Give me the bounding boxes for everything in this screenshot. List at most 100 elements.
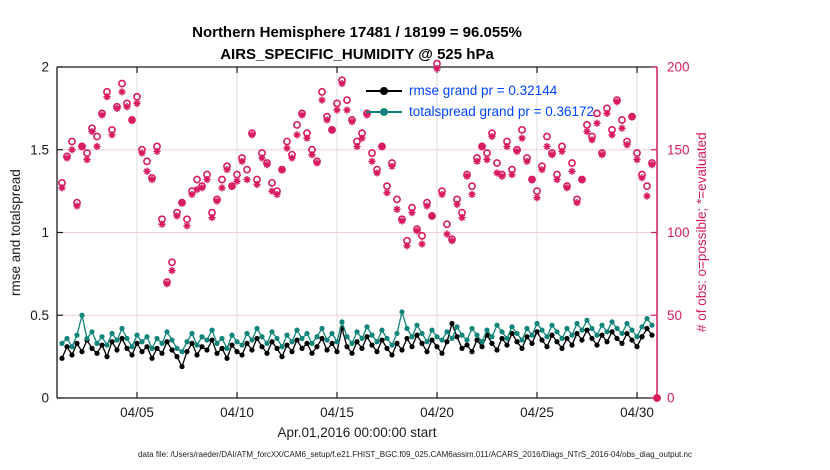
rmse-point: [159, 350, 165, 356]
totalspread-point: [524, 325, 530, 332]
x-tick-label: 04/25: [520, 405, 554, 420]
totalspread-point: [624, 320, 630, 327]
rmse-point: [184, 349, 190, 355]
obs-evaluated-marker: [443, 230, 451, 238]
rmse-point: [199, 344, 205, 350]
rmse-point: [489, 340, 495, 346]
obs-possible-marker: [393, 195, 401, 204]
rmse-point: [244, 340, 250, 346]
totalspread-point: [499, 329, 505, 335]
totalspread-point: [534, 320, 540, 327]
y-right-tick-label: 200: [667, 60, 690, 75]
obs-evaluated-marker: [143, 167, 151, 175]
obs-evaluated-marker: [328, 126, 336, 134]
totalspread-point: [169, 337, 175, 343]
totalspread-point: [454, 324, 460, 330]
obs-evaluated-marker: [498, 172, 506, 180]
obs-possible-marker: [418, 231, 426, 240]
totalspread-point: [154, 335, 160, 342]
obs-evaluated-marker: [373, 169, 381, 177]
obs-evaluated-marker: [613, 98, 621, 106]
obs-evaluated-marker: [213, 197, 221, 205]
obs-possible-marker: [183, 215, 191, 224]
totalspread-point: [184, 339, 190, 345]
totalspread-point: [99, 334, 105, 340]
totalspread-point: [459, 332, 465, 338]
obs-evaluated-marker: [278, 166, 286, 174]
rmse-point: [609, 329, 615, 335]
totalspread-point: [489, 334, 495, 340]
totalspread-point: [599, 322, 605, 328]
obs-evaluated-marker: [563, 184, 571, 192]
y-right-axis-label: # of obs: o=possible; *=evaluated: [694, 132, 709, 333]
obs-possible-marker: [318, 87, 326, 96]
rmse-point: [524, 334, 530, 340]
obs-evaluated-marker: [438, 190, 446, 199]
rmse-point: [139, 349, 145, 355]
rmse-point: [94, 350, 100, 356]
obs-possible-marker: [218, 175, 226, 184]
obs-evaluated-marker: [468, 190, 476, 199]
totalspread-point: [399, 309, 405, 315]
rmse-point: [439, 350, 445, 356]
obs-evaluated-marker: [123, 103, 131, 111]
obs-evaluated-marker: [433, 65, 441, 73]
obs-evaluated-marker: [183, 222, 191, 230]
obs-evaluated-marker: [623, 141, 631, 149]
obs-possible-marker: [618, 116, 626, 124]
obs-evaluated-marker: [353, 142, 361, 151]
obs-evaluated-marker: [253, 180, 261, 189]
obs-evaluated-marker: [223, 166, 231, 174]
totalspread-point: [354, 329, 360, 335]
x-tick-label: 04/20: [420, 405, 454, 420]
totalspread-point: [494, 322, 500, 328]
obs-evaluated-marker: [68, 146, 76, 154]
obs-possible-marker: [368, 149, 376, 157]
rmse-point: [454, 334, 460, 340]
obs-evaluated-marker: [128, 116, 136, 124]
obs-evaluated-marker: [158, 220, 166, 228]
totalspread-point: [234, 339, 240, 345]
obs-evaluated-marker: [383, 189, 391, 197]
obs-evaluated-marker: [603, 109, 611, 117]
obs-evaluated-marker: [653, 394, 661, 402]
obs-possible-marker: [243, 165, 251, 174]
rmse-point: [144, 344, 150, 350]
totalspread-point: [519, 337, 525, 343]
obs-possible-marker: [68, 137, 76, 146]
rmse-point: [249, 347, 255, 353]
legend-label-totalspread: totalspread grand pr = 0.36172: [409, 104, 595, 119]
rmse-point: [584, 327, 590, 333]
rmse-point: [404, 335, 410, 342]
rmse-point: [254, 335, 260, 342]
totalspread-point: [564, 325, 570, 332]
rmse-point: [109, 339, 115, 345]
obs-evaluated-marker: [298, 111, 306, 119]
totalspread-point: [214, 340, 220, 346]
totalspread-point: [284, 332, 290, 338]
rmse-point: [599, 332, 605, 338]
rmse-point: [564, 335, 570, 342]
totalspread-point: [594, 332, 600, 338]
rmse-point: [644, 325, 650, 332]
obs-evaluated-marker: [338, 79, 346, 88]
obs-evaluated-marker: [608, 131, 616, 139]
totalspread-point: [124, 335, 130, 342]
totalspread-point: [319, 325, 325, 332]
rmse-point: [359, 345, 365, 351]
obs-evaluated-marker: [243, 175, 251, 184]
rmse-point: [479, 344, 485, 350]
totalspread-point: [464, 337, 470, 343]
obs-evaluated-marker: [348, 118, 356, 126]
obs-evaluated-marker: [548, 151, 556, 159]
totalspread-point: [59, 340, 65, 346]
obs-evaluated-marker: [238, 157, 246, 165]
obs-possible-marker: [518, 125, 526, 134]
obs-evaluated-marker: [58, 184, 66, 192]
obs-evaluated-marker: [333, 106, 341, 114]
totalspread-point: [149, 345, 155, 351]
obs-evaluated-marker: [453, 200, 461, 208]
totalspread-point: [299, 335, 305, 342]
obs-evaluated-marker: [533, 194, 541, 202]
rmse-point: [429, 337, 435, 343]
